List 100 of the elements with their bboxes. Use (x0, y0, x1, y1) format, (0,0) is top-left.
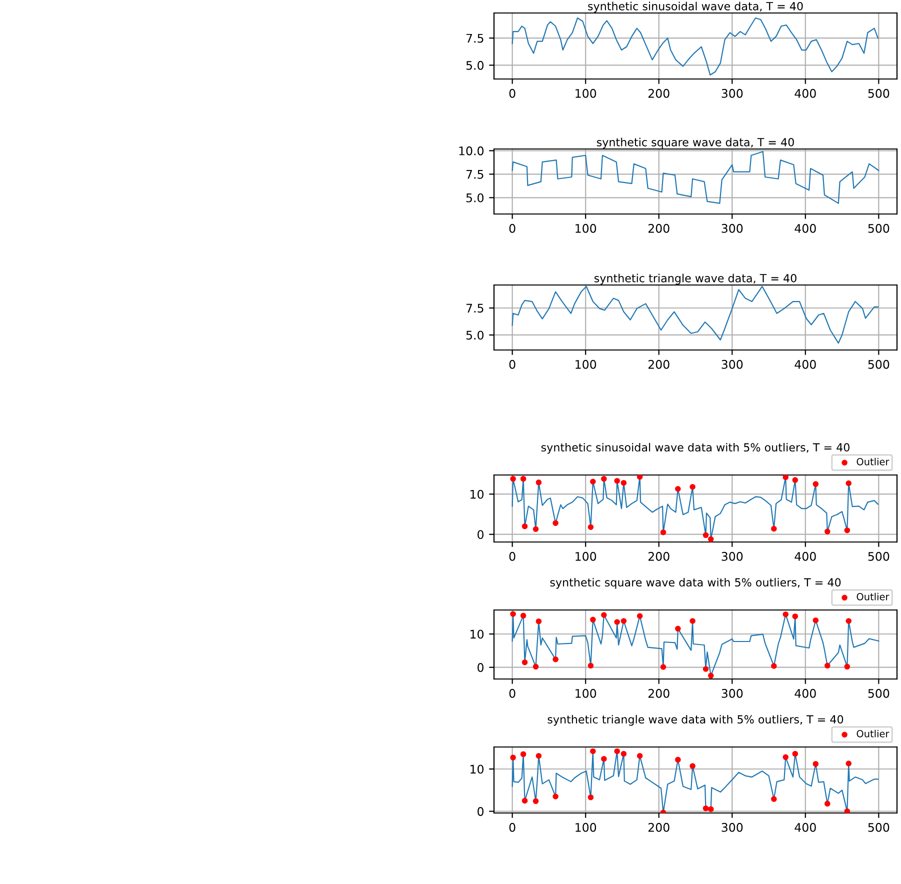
y-tick-label: 7.5 (466, 34, 484, 43)
x-tick-label: 400 (794, 552, 816, 561)
point (590, 616, 596, 623)
point (702, 805, 709, 812)
x-tick-label: 200 (648, 88, 670, 98)
point (614, 748, 620, 754)
point (532, 526, 539, 532)
x-tick-label: 100 (576, 88, 596, 98)
y-tick-label: 10 (470, 490, 484, 499)
line-series (512, 151, 880, 204)
point (614, 619, 620, 625)
x-tick-label: 300 (722, 360, 743, 369)
line-series (512, 286, 879, 344)
point (588, 794, 594, 800)
point (846, 618, 852, 624)
point (601, 612, 607, 618)
y-tick-label: 7.5 (466, 304, 484, 313)
point (771, 526, 777, 532)
point (792, 477, 798, 483)
y-tick-label: 7.5 (466, 170, 484, 179)
x-tick-label: 0 (509, 552, 516, 561)
point (660, 664, 666, 670)
legend-label: Outlier (856, 458, 890, 466)
point (620, 618, 627, 624)
point (522, 523, 528, 530)
point (510, 754, 516, 760)
point (708, 672, 714, 679)
point (588, 662, 594, 669)
x-tick-label: 300 (722, 224, 743, 233)
point (636, 613, 643, 619)
point (812, 481, 819, 487)
x-tick-label: 300 (722, 88, 743, 98)
point (844, 527, 850, 534)
point (660, 529, 666, 536)
x-tick-label: 500 (868, 552, 890, 561)
x-tick-label: 100 (576, 224, 596, 233)
x-tick-label: 200 (648, 688, 670, 698)
y-tick-label: 5.0 (466, 193, 484, 202)
y-tick-label: 0 (478, 530, 484, 540)
point (771, 663, 777, 669)
point (601, 476, 607, 482)
y-tick-label: 10 (470, 630, 484, 639)
x-tick-label: 100 (576, 688, 596, 698)
point (588, 524, 594, 530)
point (520, 476, 526, 482)
y-tick-label: 5.0 (466, 60, 484, 70)
point (824, 800, 830, 807)
point (675, 626, 681, 632)
x-tick-label: 100 (576, 822, 596, 832)
x-tick-label: 0 (509, 224, 516, 233)
chart-title: synthetic sinusoidal wave data, T = 40 (588, 2, 803, 13)
point (510, 476, 516, 482)
x-tick-label: 100 (576, 552, 596, 561)
point (708, 806, 714, 812)
point (782, 611, 789, 618)
point (536, 618, 542, 624)
point (675, 756, 681, 763)
y-tick-label: 0 (478, 663, 484, 672)
point (846, 760, 852, 766)
point (690, 763, 696, 769)
x-tick-label: 500 (868, 88, 890, 98)
y-tick-label: 5.0 (466, 330, 484, 340)
x-tick-label: 300 (722, 822, 743, 832)
x-tick-label: 300 (722, 552, 743, 561)
point (552, 794, 558, 800)
point (792, 613, 798, 620)
point (601, 756, 607, 762)
x-tick-label: 200 (648, 360, 670, 369)
point (844, 664, 850, 670)
point (552, 520, 558, 526)
point (552, 656, 558, 662)
chart-title: synthetic triangle wave data with 5% outliers, T = 40 (548, 714, 844, 726)
x-tick-label: 400 (794, 88, 816, 98)
point (532, 664, 539, 670)
point (812, 617, 819, 624)
point (782, 475, 789, 480)
point (636, 475, 643, 480)
x-tick-label: 0 (509, 88, 516, 98)
point (522, 659, 528, 666)
x-tick-label: 500 (868, 224, 890, 233)
point (771, 796, 777, 802)
y-tick-label: 10.0 (459, 146, 484, 156)
point (520, 751, 526, 758)
point (690, 484, 696, 490)
point (510, 611, 516, 617)
point (520, 612, 526, 619)
point (690, 618, 696, 624)
line-series (512, 17, 879, 76)
x-tick-label: 100 (576, 360, 596, 369)
x-tick-label: 500 (868, 360, 890, 369)
point (620, 480, 627, 486)
x-tick-label: 0 (509, 688, 516, 698)
x-tick-label: 200 (648, 552, 670, 561)
legend-label: Outlier (856, 730, 890, 738)
point (846, 480, 852, 486)
legend-label: Outlier (856, 592, 890, 600)
x-tick-label: 0 (509, 360, 516, 369)
x-tick-label: 400 (794, 360, 816, 369)
point (824, 528, 830, 534)
x-tick-label: 400 (794, 224, 816, 233)
